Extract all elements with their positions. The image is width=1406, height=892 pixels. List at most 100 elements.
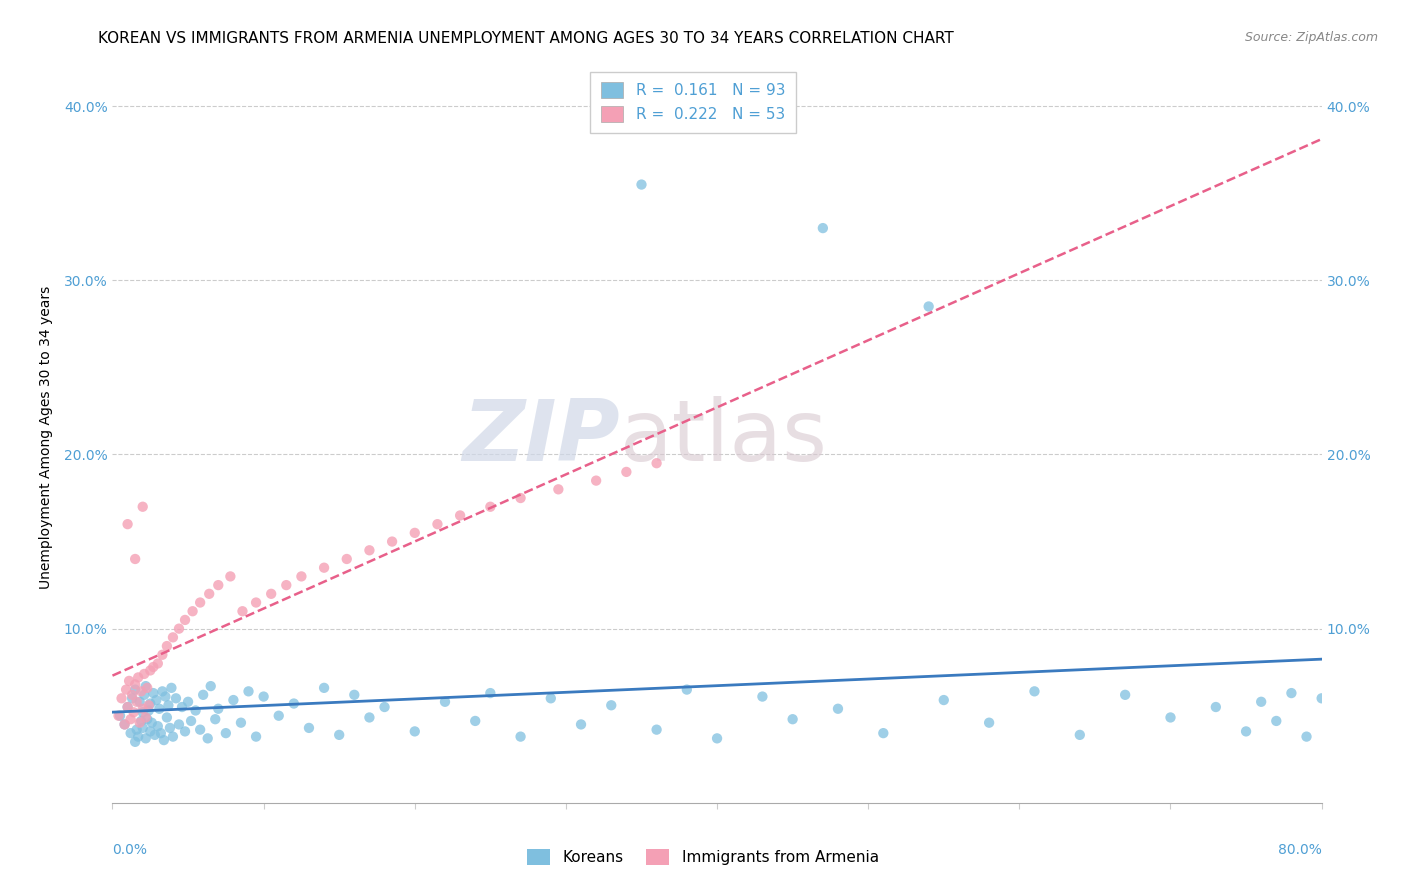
Point — [336, 552, 359, 566]
Point — [180, 714, 202, 728]
Point — [134, 667, 156, 681]
Point — [135, 731, 157, 746]
Point — [932, 693, 955, 707]
Point — [253, 690, 276, 704]
Point — [207, 702, 229, 716]
Point — [150, 684, 173, 698]
Point — [120, 712, 142, 726]
Point — [449, 508, 471, 523]
Text: atlas: atlas — [620, 395, 828, 479]
Point — [298, 721, 321, 735]
Point — [107, 708, 129, 723]
Point — [135, 679, 157, 693]
Point — [159, 721, 181, 735]
Point — [139, 697, 162, 711]
Point — [156, 710, 179, 724]
Point — [600, 698, 623, 713]
Point — [127, 670, 149, 684]
Point — [155, 690, 177, 704]
Point — [191, 688, 214, 702]
Point — [181, 604, 204, 618]
Point — [509, 491, 531, 505]
Point — [188, 595, 211, 609]
Point — [170, 700, 193, 714]
Point — [136, 712, 159, 726]
Point — [117, 700, 139, 714]
Point — [645, 456, 668, 470]
Point — [1265, 714, 1288, 728]
Point — [207, 578, 229, 592]
Point — [138, 704, 160, 718]
Point — [782, 712, 804, 726]
Point — [117, 517, 139, 532]
Point — [751, 690, 773, 704]
Point — [827, 702, 849, 716]
Point — [122, 705, 145, 719]
Point — [132, 500, 155, 514]
Point — [245, 730, 267, 744]
Point — [585, 474, 607, 488]
Point — [290, 569, 312, 583]
Point — [162, 631, 184, 645]
Point — [149, 726, 172, 740]
Point — [125, 723, 148, 737]
Point — [132, 705, 155, 719]
Point — [110, 691, 132, 706]
Point — [132, 721, 155, 735]
Point — [143, 728, 166, 742]
Point — [616, 465, 638, 479]
Point — [139, 724, 162, 739]
Point — [121, 688, 143, 702]
Point — [1250, 695, 1272, 709]
Point — [188, 723, 211, 737]
Point — [328, 728, 350, 742]
Point — [433, 695, 456, 709]
Point — [426, 517, 449, 532]
Point — [359, 710, 381, 724]
Point — [1310, 691, 1333, 706]
Point — [1295, 730, 1317, 744]
Point — [479, 686, 502, 700]
Point — [229, 715, 252, 730]
Point — [1159, 710, 1181, 724]
Point — [114, 717, 136, 731]
Point — [276, 578, 298, 592]
Legend: Koreans, Immigrants from Armenia: Koreans, Immigrants from Armenia — [522, 843, 884, 871]
Point — [135, 710, 157, 724]
Point — [125, 695, 148, 709]
Point — [204, 712, 226, 726]
Point — [146, 657, 169, 671]
Point — [197, 731, 219, 746]
Point — [404, 525, 426, 540]
Point — [177, 695, 200, 709]
Point — [184, 704, 207, 718]
Point — [162, 730, 184, 744]
Point — [146, 719, 169, 733]
Point — [120, 726, 142, 740]
Point — [1279, 686, 1302, 700]
Point — [200, 679, 222, 693]
Point — [153, 733, 176, 747]
Point — [231, 604, 253, 618]
Point — [174, 724, 197, 739]
Point — [219, 569, 242, 583]
Point — [918, 300, 941, 314]
Text: ZIP: ZIP — [463, 395, 620, 479]
Point — [142, 686, 165, 700]
Point — [138, 698, 160, 713]
Point — [706, 731, 728, 746]
Point — [118, 673, 141, 688]
Point — [157, 698, 180, 713]
Point — [314, 560, 336, 574]
Point — [479, 500, 502, 514]
Point — [343, 688, 366, 702]
Point — [238, 684, 260, 698]
Point — [148, 702, 170, 716]
Point — [150, 648, 173, 662]
Point — [645, 723, 668, 737]
Text: 80.0%: 80.0% — [1278, 843, 1322, 857]
Text: KOREAN VS IMMIGRANTS FROM ARMENIA UNEMPLOYMENT AMONG AGES 30 TO 34 YEARS CORRELA: KOREAN VS IMMIGRANTS FROM ARMENIA UNEMPL… — [98, 31, 955, 46]
Point — [139, 664, 162, 678]
Point — [215, 726, 238, 740]
Point — [167, 622, 190, 636]
